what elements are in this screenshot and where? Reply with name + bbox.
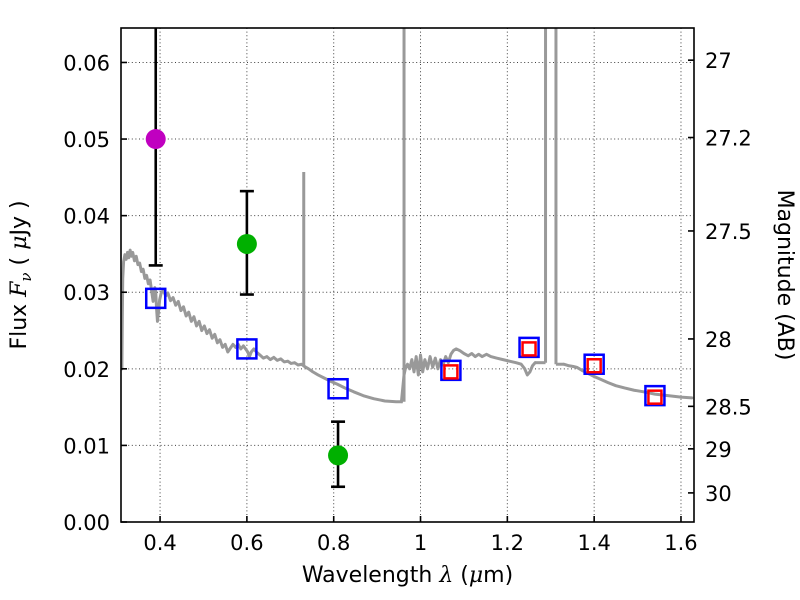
data-marker-circle-2 bbox=[328, 445, 349, 466]
y-axis-title-right: Magnitude (AB) bbox=[772, 190, 797, 361]
photometry-point-0 bbox=[145, 28, 166, 267]
red-square-marker-3 bbox=[647, 389, 663, 405]
blue-square-marker-0 bbox=[144, 287, 167, 310]
xtick-label-5: 1.4 bbox=[577, 531, 610, 555]
axes-frame bbox=[120, 27, 695, 523]
ytick-left-label-5: 0.05 bbox=[63, 128, 110, 152]
blue-square-marker-1 bbox=[236, 338, 258, 360]
red-square-marker-1 bbox=[521, 341, 537, 357]
xtick-label-4: 1.2 bbox=[491, 531, 524, 555]
xtick-label-1: 0.6 bbox=[230, 531, 263, 555]
ytick-right-label-5: 29 bbox=[705, 438, 732, 462]
ytick-left-label-2: 0.02 bbox=[63, 358, 110, 382]
ytick-right-label-3: 28 bbox=[705, 328, 732, 352]
ytick-right-label-4: 28.5 bbox=[705, 395, 752, 419]
data-layer bbox=[121, 28, 694, 489]
ytick-left-label-4: 0.04 bbox=[63, 205, 110, 229]
ytick-right-label-1: 27.2 bbox=[705, 127, 752, 151]
data-marker-circle-1 bbox=[236, 233, 257, 254]
red-square-marker-0 bbox=[443, 364, 459, 380]
xtick-label-6: 1.6 bbox=[664, 531, 697, 555]
blue-square-marker-6 bbox=[644, 384, 666, 407]
ytick-left-label-1: 0.01 bbox=[63, 434, 110, 458]
photometry-point-1 bbox=[236, 189, 257, 296]
ytick-left-label-3: 0.03 bbox=[63, 281, 110, 305]
blue-square-marker-4 bbox=[518, 336, 540, 359]
spectrum-continuum-seg-1 bbox=[562, 362, 694, 400]
red-square-marker-2 bbox=[586, 358, 602, 374]
xtick-label-2: 0.8 bbox=[317, 531, 350, 555]
blue-square-marker-5 bbox=[583, 353, 605, 375]
ytick-right-label-2: 27.5 bbox=[705, 220, 752, 244]
ytick-left-label-6: 0.06 bbox=[63, 51, 110, 75]
blue-square-marker-2 bbox=[327, 377, 349, 400]
x-axis-title: Wavelength λ (μm) bbox=[302, 563, 513, 588]
ytick-right-label-0: 27 bbox=[705, 49, 732, 73]
xtick-label-3: 1 bbox=[414, 531, 427, 555]
spectrum-continuum-seg-0 bbox=[121, 248, 537, 404]
data-marker-circle-0 bbox=[145, 129, 166, 150]
ytick-left-label-0: 0.00 bbox=[63, 511, 110, 535]
photometry-point-2 bbox=[328, 420, 349, 489]
blue-square-marker-3 bbox=[440, 359, 462, 382]
xtick-label-0: 0.4 bbox=[143, 531, 176, 555]
ytick-right-label-6: 30 bbox=[705, 482, 732, 506]
y-axis-title-left: Flux Fν ( μJy ) bbox=[7, 200, 35, 349]
